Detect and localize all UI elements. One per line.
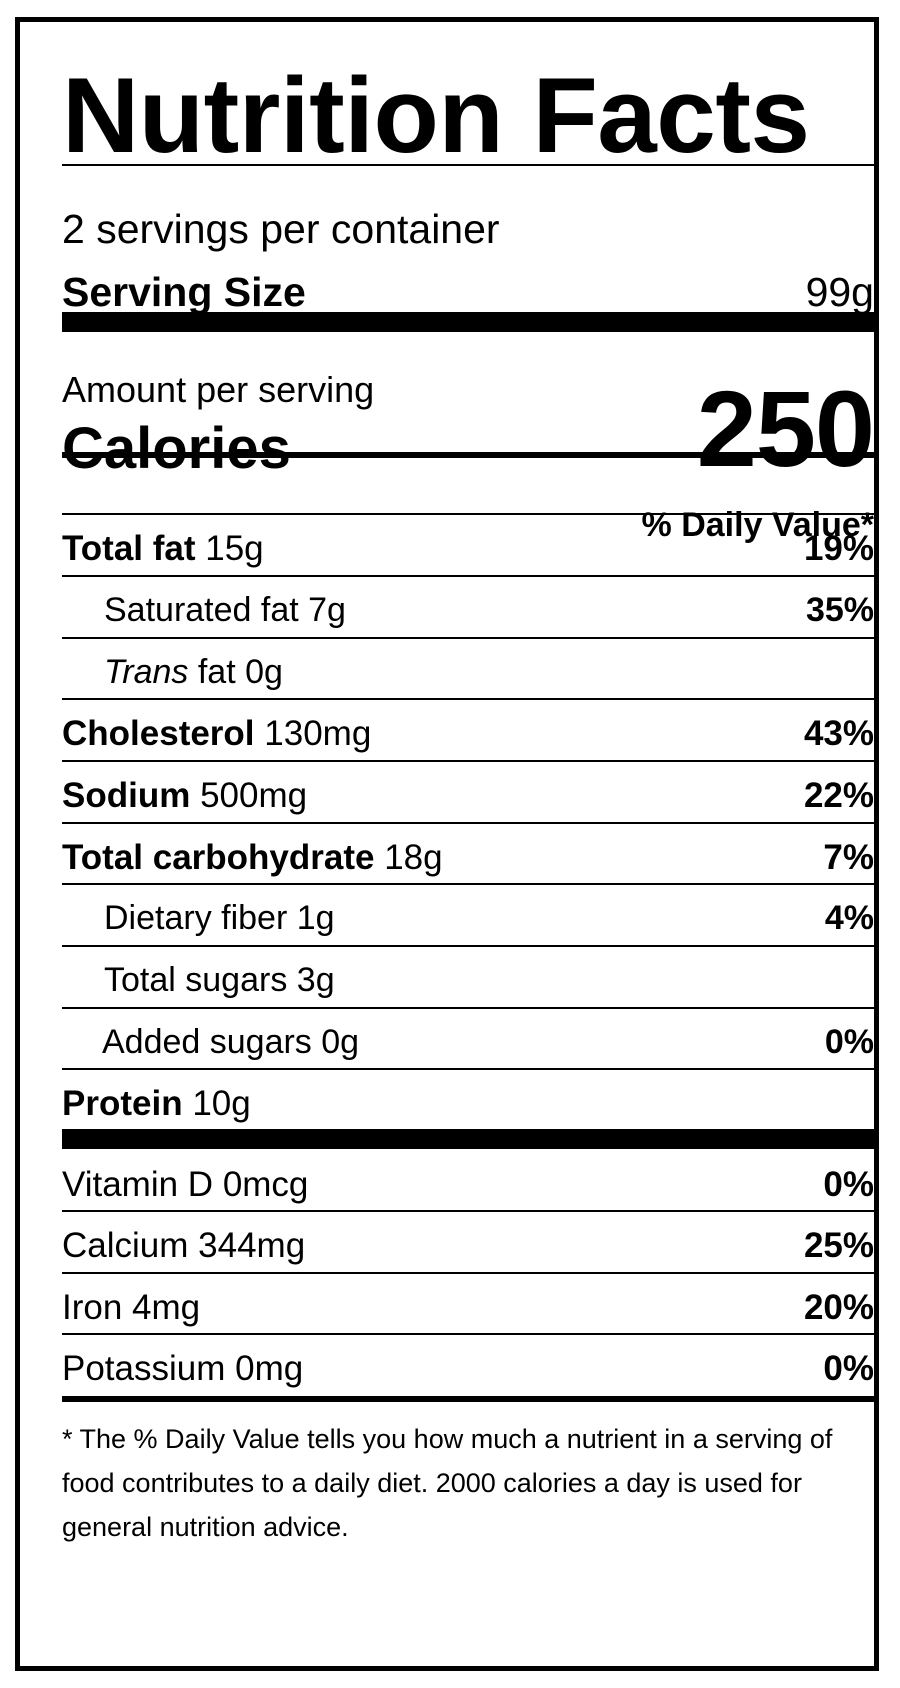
- vitamin-row-calcium: Calcium 344mg 25%: [62, 1212, 874, 1276]
- vitamin-row-iron: Iron 4mg 20%: [62, 1274, 874, 1338]
- title-divider: [62, 164, 874, 166]
- row-divider: [62, 822, 874, 824]
- nutrient-amount: 7g: [308, 591, 346, 629]
- nutrient-name: Cholesterol: [62, 714, 255, 753]
- nutrient-name: Saturated fat: [104, 591, 299, 629]
- nutrition-label: Nutrition Facts 2 servings per container…: [15, 17, 879, 1671]
- nutrient-row-dietary-fiber: Dietary fiber 1g 4%: [62, 885, 874, 949]
- nutrient-daily-value: 43%: [803, 714, 874, 753]
- calories-label: Calories: [62, 416, 291, 481]
- row-divider: [62, 1210, 874, 1212]
- nutrient-daily-value: 35%: [805, 591, 874, 629]
- nutrient-name-suffix: fat: [197, 653, 236, 691]
- nutrient-row-total-fat: Total fat 15g 19%: [62, 515, 874, 579]
- row-divider: [62, 883, 874, 885]
- nutrient-divider: [62, 513, 874, 515]
- row-divider: [62, 945, 874, 947]
- vitamin-amount: 0mcg: [222, 1165, 309, 1204]
- vitamin-amount: 4mg: [132, 1288, 201, 1327]
- nutrient-amount: 15g: [205, 529, 264, 568]
- nutrient-row-trans-fat: Trans fat 0g: [62, 639, 874, 703]
- vitamin-row-vitamin-d: Vitamin D 0mcg 0%: [62, 1151, 874, 1215]
- serving-divider: [62, 312, 874, 332]
- nutrient-row-cholesterol: Cholesterol 130mg 43%: [62, 700, 874, 764]
- nutrient-amount: 3g: [296, 961, 335, 999]
- row-divider: [62, 1068, 874, 1070]
- row-divider: [62, 1007, 874, 1009]
- nutrient-daily-value: 4%: [824, 899, 874, 937]
- row-divider: [62, 575, 874, 577]
- nutrient-amount: 18g: [384, 838, 443, 877]
- vitamin-name: Potassium: [62, 1349, 226, 1388]
- vitamin-row-potassium: Potassium 0mg 0%: [62, 1335, 874, 1399]
- nutrient-name: Dietary fiber: [104, 899, 288, 937]
- vitamin-name: Iron: [62, 1288, 123, 1327]
- vitamin-daily-value: 20%: [803, 1288, 874, 1327]
- nutrient-name: Sodium: [62, 776, 191, 815]
- footnote-divider: [62, 1396, 874, 1402]
- nutrient-daily-value: 19%: [803, 529, 874, 568]
- row-divider: [62, 1333, 874, 1335]
- calories-value: 250: [696, 368, 875, 489]
- nutrient-row-protein: Protein 10g: [62, 1070, 874, 1134]
- footnote: * The % Daily Value tells you how much a…: [62, 1424, 833, 1542]
- nutrient-amount: 500mg: [200, 776, 308, 815]
- nutrient-amount: 10g: [192, 1084, 251, 1123]
- label-title: Nutrition Facts: [62, 55, 810, 175]
- serving-size-label: Serving Size: [62, 269, 306, 315]
- nutrient-name: Total sugars: [104, 961, 288, 999]
- nutrient-daily-value: 22%: [803, 776, 874, 815]
- amount-per-serving: Amount per serving: [62, 369, 375, 410]
- serving-size-value: 99g: [805, 269, 874, 315]
- vitamin-daily-value: 25%: [803, 1226, 874, 1265]
- nutrient-daily-value: 7%: [823, 838, 874, 877]
- nutrient-name: Total fat: [62, 529, 196, 568]
- row-divider: [62, 1272, 874, 1274]
- vitamin-amount: 0mg: [235, 1349, 304, 1388]
- vitamin-amount: 344mg: [198, 1226, 306, 1265]
- calories-divider: [62, 452, 874, 458]
- nutrient-amount: 0g: [321, 1023, 360, 1061]
- nutrient-name: Protein: [62, 1084, 183, 1123]
- nutrient-amount: 130mg: [264, 714, 372, 753]
- nutrient-name: Added sugars: [102, 1023, 312, 1061]
- nutrient-row-added-sugars: Added sugars 0g 0%: [62, 1009, 874, 1073]
- row-divider: [62, 637, 874, 639]
- vitamins-divider: [62, 1129, 874, 1149]
- row-divider: [62, 760, 874, 762]
- nutrient-daily-value: 0%: [824, 1023, 874, 1061]
- vitamin-name: Calcium: [62, 1226, 189, 1265]
- servings-per-container: 2 servings per container: [62, 206, 500, 252]
- vitamin-daily-value: 0%: [823, 1165, 874, 1204]
- nutrient-name: Trans: [104, 653, 189, 691]
- vitamin-name: Vitamin D: [62, 1165, 214, 1204]
- nutrient-row-total-sugars: Total sugars 3g: [62, 947, 874, 1011]
- nutrient-amount: 1g: [296, 899, 335, 937]
- nutrient-row-sodium: Sodium 500mg 22%: [62, 762, 874, 826]
- nutrient-row-saturated-fat: Saturated fat 7g 35%: [62, 577, 874, 641]
- row-divider: [62, 698, 874, 700]
- nutrient-name: Total carbohydrate: [62, 838, 375, 877]
- nutrient-amount: 0g: [245, 653, 283, 691]
- vitamin-daily-value: 0%: [823, 1349, 874, 1388]
- nutrient-row-total-carbohydrate: Total carbohydrate 18g 7%: [62, 824, 874, 888]
